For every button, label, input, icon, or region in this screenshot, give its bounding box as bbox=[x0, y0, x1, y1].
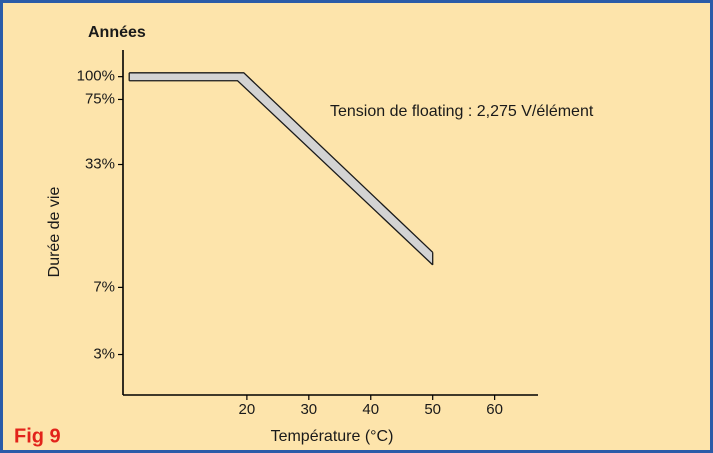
y-tick-label: 3% bbox=[93, 345, 115, 362]
y-tick-label: 75% bbox=[85, 90, 115, 107]
x-tick-label: 50 bbox=[424, 401, 441, 418]
y-tick-label: 100% bbox=[77, 68, 115, 85]
y-tick-label: 7% bbox=[93, 278, 115, 295]
x-tick-label: 60 bbox=[486, 401, 503, 418]
y-unit-title: Années bbox=[88, 24, 146, 41]
x-tick-label: 30 bbox=[300, 401, 317, 418]
band-edge bbox=[129, 80, 434, 266]
x-tick-label: 40 bbox=[362, 401, 379, 418]
y-axis-label: Durée de vie bbox=[46, 187, 63, 278]
x-tick-label: 20 bbox=[239, 401, 256, 418]
annotation: Tension de floating : 2,275 V/élément bbox=[330, 103, 594, 120]
y-tick-label: 33% bbox=[85, 155, 115, 172]
band-edge bbox=[129, 72, 434, 253]
x-axis-label: Température (°C) bbox=[271, 428, 394, 445]
band-fill bbox=[129, 72, 433, 265]
figure-label: Fig 9 bbox=[14, 425, 61, 447]
